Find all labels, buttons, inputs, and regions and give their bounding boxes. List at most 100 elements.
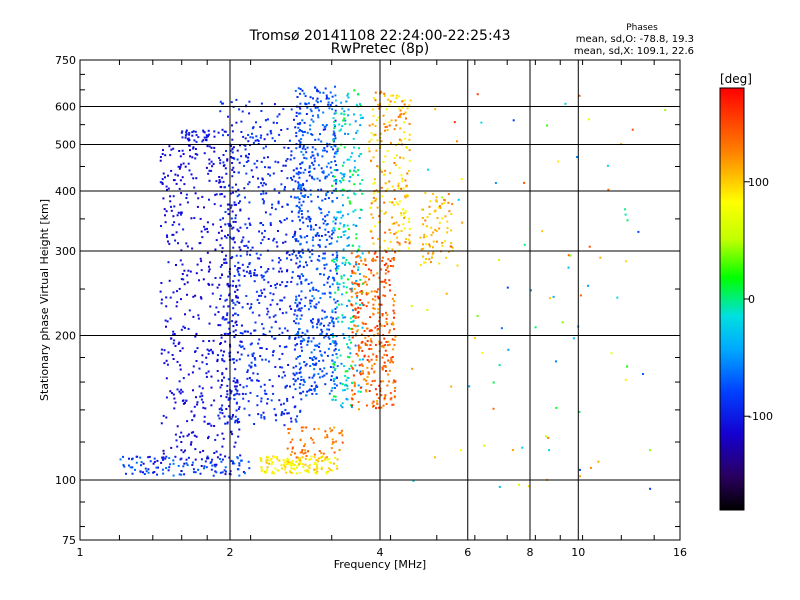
scatter-point [435, 240, 438, 243]
scatter-point [160, 302, 163, 305]
scatter-point [578, 410, 581, 413]
scatter-point [271, 206, 273, 209]
scatter-point [370, 269, 373, 272]
scatter-point [187, 456, 190, 459]
scatter-point [223, 258, 226, 261]
scatter-point [294, 180, 297, 183]
scatter-point [423, 233, 426, 236]
scatter-point [180, 441, 183, 443]
scatter-point [262, 275, 265, 278]
scatter-point [298, 362, 301, 365]
scatter-point [221, 409, 223, 411]
scatter-point [382, 294, 385, 297]
scatter-point [445, 292, 448, 295]
scatter-point [234, 303, 237, 306]
scatter-point [370, 132, 373, 134]
scatter-point [210, 404, 213, 407]
scatter-point [321, 330, 324, 333]
scatter-point [381, 356, 384, 359]
scatter-point [297, 173, 300, 176]
scatter-point [219, 324, 222, 327]
scatter-point [243, 347, 246, 350]
scatter-point [180, 470, 183, 472]
scatter-point [156, 459, 159, 462]
scatter-point [194, 458, 197, 461]
scatter-point [257, 177, 259, 180]
scatter-point [305, 278, 308, 281]
scatter-point [361, 192, 364, 195]
scatter-point [299, 171, 302, 174]
scatter-point [348, 123, 351, 126]
scatter-point [309, 128, 312, 131]
scatter-point [179, 368, 182, 371]
scatter-point [369, 316, 372, 319]
scatter-point [246, 302, 249, 305]
scatter-point [160, 298, 163, 301]
scatter-point [260, 274, 263, 277]
scatter-point [176, 425, 179, 428]
scatter-point [308, 458, 311, 461]
scatter-point [323, 310, 326, 313]
scatter-point [172, 474, 175, 477]
scatter-point [317, 290, 320, 293]
scatter-point [325, 471, 328, 474]
scatter-point [201, 394, 204, 397]
scatter-point [383, 361, 386, 364]
scatter-point [234, 334, 237, 336]
scatter-point [321, 455, 324, 458]
scatter-point [387, 359, 390, 362]
scatter-point [385, 269, 387, 271]
scatter-point [258, 230, 261, 233]
scatter-point [384, 272, 387, 275]
scatter-point [296, 283, 299, 286]
scatter-point [192, 295, 195, 298]
scatter-point [200, 260, 203, 263]
scatter-point [394, 294, 396, 296]
scatter-point [211, 464, 214, 467]
scatter-point [314, 148, 317, 151]
scatter-point [290, 195, 293, 198]
scatter-point [299, 228, 302, 230]
scatter-point [162, 172, 165, 175]
scatter-point [360, 117, 362, 120]
scatter-point [311, 151, 314, 154]
scatter-point [213, 399, 216, 402]
scatter-point [245, 155, 248, 158]
scatter-point [320, 452, 323, 454]
scatter-point [274, 208, 277, 211]
scatter-point [346, 398, 349, 401]
scatter-point [403, 99, 406, 102]
scatter-point [299, 144, 302, 147]
scatter-point [297, 309, 300, 312]
scatter-point [224, 422, 227, 425]
scatter-point [309, 357, 311, 359]
scatter-point [259, 253, 262, 256]
scatter-point [219, 458, 221, 460]
scatter-point [367, 301, 370, 304]
scatter-point [354, 209, 357, 212]
scatter-point [274, 139, 276, 142]
scatter-point [308, 174, 311, 177]
scatter-point [332, 258, 335, 261]
scatter-point [334, 348, 337, 351]
scatter-point [249, 136, 252, 139]
scatter-point [172, 393, 175, 396]
scatter-point [295, 357, 298, 360]
scatter-point [377, 237, 380, 240]
scatter-point [239, 209, 242, 212]
scatter-point [261, 184, 264, 187]
colorbar-label: [deg] [720, 72, 752, 86]
scatter-point [202, 406, 205, 409]
scatter-point [336, 365, 339, 368]
scatter-point [243, 245, 246, 247]
scatter-point [255, 290, 258, 293]
scatter-point [286, 177, 289, 180]
scatter-point [344, 316, 347, 319]
scatter-point [444, 240, 446, 243]
scatter-point [248, 181, 251, 184]
scatter-point [281, 376, 284, 379]
scatter-point [281, 205, 284, 208]
scatter-point [597, 460, 600, 463]
scatter-point [393, 344, 396, 347]
scatter-point [300, 314, 303, 317]
